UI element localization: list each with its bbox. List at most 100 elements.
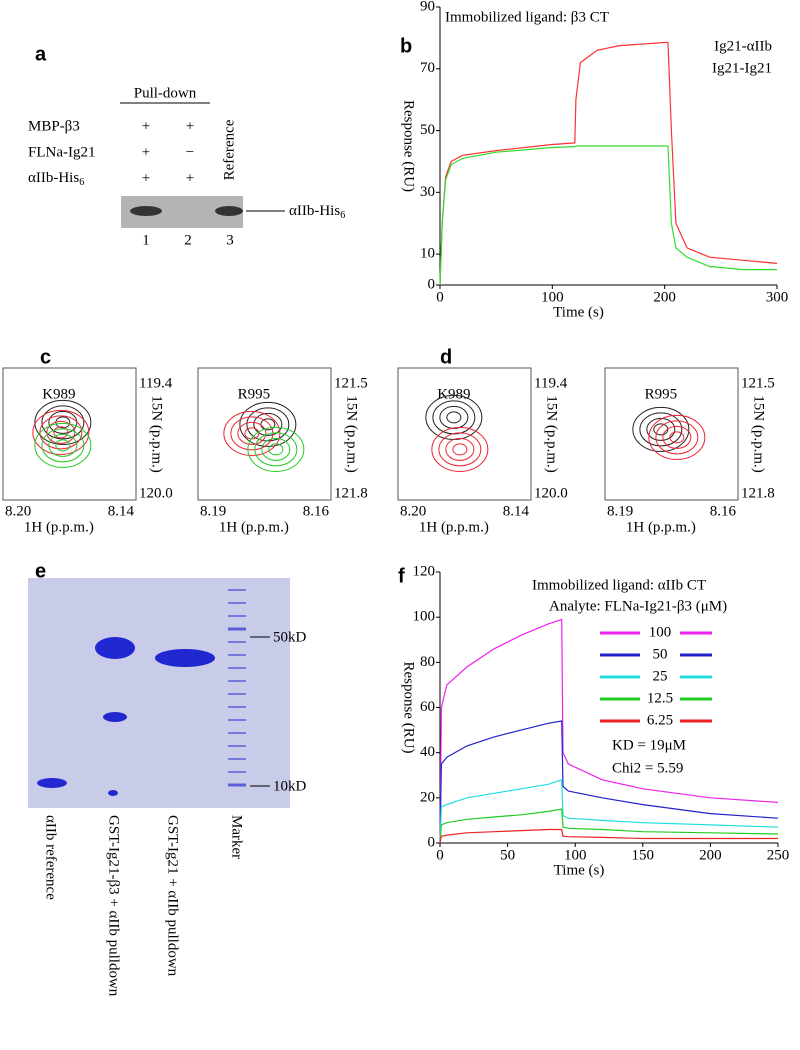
series-line bbox=[439, 41, 778, 286]
y-tick: 121.5 bbox=[334, 375, 368, 391]
contour bbox=[34, 422, 92, 468]
series-line bbox=[439, 145, 777, 286]
x-tick-label: 50 bbox=[500, 847, 515, 863]
y-label: 15N (p.p.m.) bbox=[149, 395, 165, 473]
y-tick-label: 20 bbox=[420, 789, 435, 805]
x-label: 1H (p.p.m.) bbox=[419, 519, 489, 535]
contour bbox=[655, 420, 699, 455]
contour bbox=[438, 432, 482, 467]
contour bbox=[669, 431, 685, 444]
contour bbox=[648, 414, 706, 460]
lane-label: Marker bbox=[229, 815, 245, 859]
y-tick-label: 40 bbox=[420, 744, 435, 760]
contour bbox=[646, 417, 676, 441]
legend-label: 25 bbox=[653, 668, 668, 684]
band bbox=[130, 206, 162, 216]
lane-mark: + bbox=[142, 144, 150, 160]
y-tick: 119.4 bbox=[534, 375, 568, 391]
contour bbox=[432, 400, 476, 435]
contour bbox=[32, 409, 90, 455]
reference-label: Reference bbox=[221, 119, 237, 180]
residue: K989 bbox=[437, 386, 470, 402]
x-label: 1H (p.p.m.) bbox=[219, 519, 289, 535]
contour bbox=[48, 410, 78, 434]
chart-title: Immobilized ligand: β3 CT bbox=[445, 9, 609, 25]
row-label: MBP-β3 bbox=[28, 118, 80, 134]
legend-label: Ig21-Ig21 bbox=[712, 60, 772, 76]
contour bbox=[230, 416, 274, 451]
legend-label: 6.25 bbox=[647, 712, 673, 728]
series-line bbox=[439, 618, 779, 844]
y-tick-label: 100 bbox=[413, 609, 436, 625]
contour bbox=[632, 406, 690, 452]
x-tick: 8.16 bbox=[303, 503, 330, 519]
row-label-sub: 6 bbox=[79, 177, 84, 188]
series-line bbox=[439, 720, 779, 844]
contour bbox=[268, 443, 284, 456]
contour bbox=[247, 426, 305, 472]
marker-label: 50kD bbox=[273, 629, 307, 645]
contour bbox=[254, 432, 298, 467]
lane-mark: + bbox=[142, 170, 150, 186]
x-label: 1H (p.p.m.) bbox=[626, 519, 696, 535]
annotation: Immobilized ligand: αIIb CT bbox=[532, 577, 706, 593]
series-line bbox=[439, 778, 779, 844]
contour bbox=[662, 425, 692, 449]
contour bbox=[239, 401, 297, 447]
y-tick-label: 10 bbox=[420, 246, 435, 262]
annotation: Analyte: FLNa-Ig21-β3 (μM) bbox=[549, 598, 727, 614]
x-label: 1H (p.p.m.) bbox=[24, 519, 94, 535]
marker-label: 10kD bbox=[273, 778, 307, 794]
annotation: Chi2 = 5.59 bbox=[612, 760, 683, 776]
lane-mark: + bbox=[186, 118, 194, 134]
x-tick-label: 0 bbox=[436, 847, 444, 863]
x-label: Time (s) bbox=[553, 304, 604, 320]
y-tick: 119.4 bbox=[139, 375, 173, 391]
row-label: αIIb-His6 bbox=[28, 170, 84, 188]
residue: K989 bbox=[42, 386, 75, 402]
x-tick: 8.20 bbox=[5, 503, 31, 519]
band-label: αIIb-His6 bbox=[289, 203, 345, 221]
legend-label: 50 bbox=[653, 646, 668, 662]
gel-bands bbox=[37, 637, 215, 796]
contour bbox=[53, 426, 69, 439]
residue: R995 bbox=[645, 386, 678, 402]
y-label: 15N (p.p.m.) bbox=[544, 395, 560, 473]
band bbox=[215, 206, 243, 216]
y-tick: 121.8 bbox=[334, 485, 368, 501]
legend-label: 12.5 bbox=[647, 690, 673, 706]
row-label: FLNa-Ig21 bbox=[28, 144, 96, 160]
lane-number: 3 bbox=[226, 232, 234, 248]
contour bbox=[237, 421, 267, 445]
x-tick-label: 300 bbox=[766, 289, 789, 305]
group-label: Pull-down bbox=[134, 85, 197, 101]
x-tick: 8.14 bbox=[108, 503, 135, 519]
contour bbox=[55, 439, 71, 452]
x-tick: 8.16 bbox=[710, 503, 737, 519]
x-tick-label: 250 bbox=[767, 847, 790, 863]
contour bbox=[34, 399, 92, 445]
lane-label: αIIb reference bbox=[43, 815, 59, 900]
contour bbox=[253, 412, 283, 436]
y-tick-label: 0 bbox=[428, 276, 436, 292]
x-tick-label: 100 bbox=[541, 289, 564, 305]
x-tick: 8.19 bbox=[200, 503, 226, 519]
nmr-box bbox=[2, 367, 137, 501]
lane-label: GST-Ig21 + αIIb pulldown bbox=[165, 815, 181, 977]
nmr-box bbox=[397, 367, 532, 501]
gel-e bbox=[28, 578, 290, 808]
band-label-sub: 6 bbox=[340, 210, 345, 221]
panel-label: d bbox=[440, 346, 452, 368]
lane-number: 2 bbox=[184, 232, 192, 248]
y-tick-label: 70 bbox=[420, 60, 435, 76]
contour bbox=[41, 405, 85, 440]
contour bbox=[261, 437, 291, 461]
series-line bbox=[439, 808, 779, 844]
x-tick: 8.19 bbox=[607, 503, 633, 519]
contour bbox=[446, 411, 462, 424]
contour bbox=[439, 405, 469, 429]
x-tick-label: 0 bbox=[436, 289, 444, 305]
y-tick-label: 0 bbox=[428, 834, 436, 850]
y-label: Response (RU) bbox=[401, 661, 417, 753]
